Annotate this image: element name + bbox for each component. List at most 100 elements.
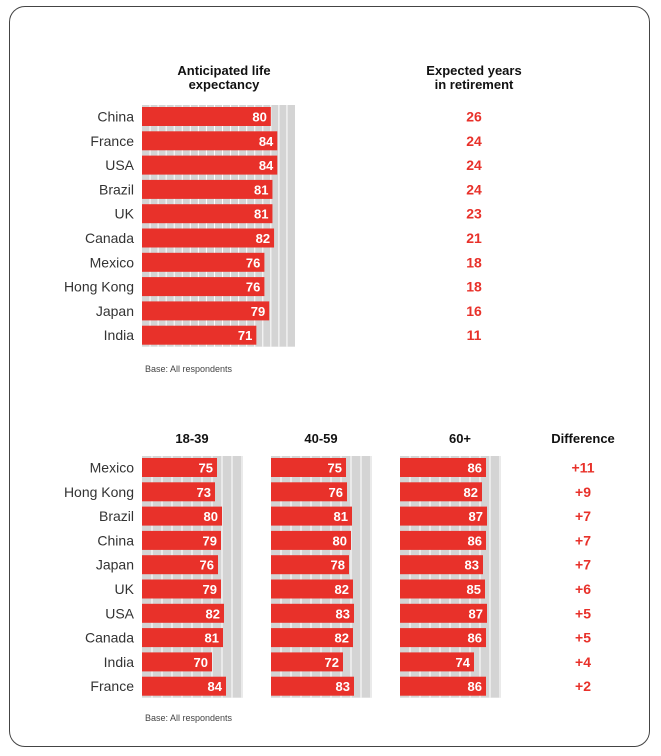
bar [142, 603, 224, 623]
bar-value-label: 86 [468, 631, 482, 646]
bar [400, 676, 486, 696]
column-value: +11 [572, 460, 595, 476]
bar [142, 530, 221, 550]
bar-value-label: 83 [336, 679, 350, 694]
bar [142, 228, 275, 248]
category-label: Hong Kong [64, 484, 134, 500]
column-value: +4 [575, 654, 591, 670]
bar [142, 301, 270, 321]
bar [271, 506, 352, 526]
column-value: 16 [466, 303, 482, 319]
bar [400, 506, 487, 526]
bar-value-label: 82 [335, 582, 349, 597]
category-label: Mexico [90, 460, 135, 476]
bar-value-label: 79 [203, 533, 217, 548]
bar-value-label: 80 [204, 509, 218, 524]
bar-value-label: 87 [469, 509, 483, 524]
column-value: 11 [467, 327, 482, 343]
series-title: 60+ [449, 431, 471, 446]
column-title: Expected years [426, 63, 521, 78]
bar-value-label: 82 [206, 606, 220, 621]
bar-value-label: 81 [254, 207, 268, 222]
bar [142, 579, 221, 599]
category-label: Canada [85, 230, 134, 246]
column-value: +2 [575, 678, 591, 694]
column-value: 18 [466, 254, 482, 270]
bar-value-label: 82 [256, 231, 270, 246]
bar [142, 204, 273, 224]
column-value: +6 [575, 581, 591, 597]
bar [142, 179, 273, 199]
bar [400, 579, 485, 599]
bar-value-label: 79 [203, 582, 217, 597]
bar-value-label: 76 [200, 558, 214, 573]
bar-value-label: 72 [325, 655, 339, 670]
bar-value-label: 85 [467, 582, 481, 597]
bar [271, 628, 353, 648]
bar [142, 277, 265, 297]
category-label: France [90, 133, 134, 149]
bar [400, 555, 483, 575]
bar [142, 676, 226, 696]
bar-value-label: 86 [468, 461, 482, 476]
category-label: India [104, 654, 135, 670]
bar [142, 555, 218, 575]
bar-value-label: 84 [259, 158, 274, 173]
column-value: 26 [466, 109, 482, 125]
bar-value-label: 70 [194, 655, 208, 670]
bar-value-label: 83 [465, 558, 479, 573]
bar-value-label: 80 [252, 110, 266, 125]
category-label: Brazil [99, 508, 134, 524]
bar [400, 530, 486, 550]
bar [142, 652, 212, 672]
bar-value-label: 81 [205, 631, 219, 646]
column-value: 18 [466, 279, 482, 295]
bar [142, 131, 278, 151]
column-value: 24 [466, 133, 482, 149]
bar-value-label: 86 [468, 679, 482, 694]
bar-value-label: 81 [254, 182, 268, 197]
bar [271, 530, 351, 550]
category-label: USA [105, 605, 134, 621]
bar-value-label: 75 [199, 461, 213, 476]
column-value: 21 [466, 230, 482, 246]
bar [142, 107, 271, 126]
category-label: China [97, 532, 134, 548]
bar-value-label: 74 [456, 655, 471, 670]
bar-value-label: 78 [331, 558, 345, 573]
column-value: +7 [575, 532, 591, 548]
column-value: +9 [575, 484, 591, 500]
bar-value-label: 75 [328, 461, 342, 476]
bar [142, 482, 215, 502]
bar [400, 458, 486, 477]
bar-value-label: 79 [251, 304, 265, 319]
category-label: France [90, 678, 134, 694]
column-value: 24 [466, 157, 482, 173]
bar [271, 603, 354, 623]
bar [400, 652, 474, 672]
bar [142, 458, 217, 477]
column-title: in retirement [435, 77, 514, 92]
bar [400, 603, 487, 623]
bar [142, 252, 265, 272]
bar-value-label: 84 [259, 134, 274, 149]
bar [142, 325, 257, 345]
column-value: 24 [466, 181, 482, 197]
category-label: Hong Kong [64, 279, 134, 295]
series-title: expectancy [189, 77, 261, 92]
bar-value-label: 71 [238, 328, 252, 343]
bar [271, 555, 349, 575]
bar [271, 482, 347, 502]
base-note: Base: All respondents [145, 713, 233, 723]
category-label: Canada [85, 630, 134, 646]
bar [271, 652, 343, 672]
bar-value-label: 76 [246, 280, 260, 295]
bar [271, 458, 346, 477]
bar-value-label: 84 [208, 679, 223, 694]
bar-value-label: 83 [336, 606, 350, 621]
column-value: +5 [575, 605, 591, 621]
column-value: +7 [575, 557, 591, 573]
category-label: UK [115, 581, 135, 597]
bar-value-label: 76 [329, 485, 343, 500]
